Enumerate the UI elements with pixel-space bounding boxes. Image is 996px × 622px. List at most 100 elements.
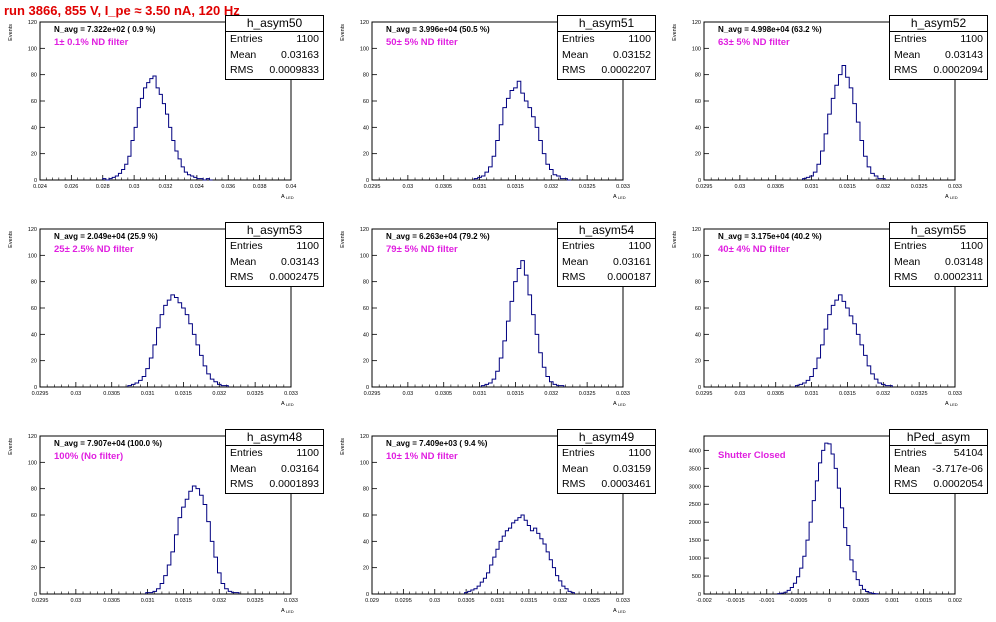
y-tick-label: 0 — [34, 178, 37, 184]
stats-box-title: h_asym48 — [226, 430, 323, 446]
stats-box-title: h_asym52 — [890, 16, 987, 32]
stats-box: h_asym51 Entries 1100 Mean 0.03152 RMS 0.00022… — [557, 15, 656, 80]
plot-h_asym49: 0.029 0.0295 0.03 0.0305 0.031 0.0315 0.032 0.0… — [340, 434, 630, 614]
x-tick-label: 0.0315 — [175, 391, 192, 397]
stats-row: Entries 1100 — [558, 446, 655, 462]
x-tick-label: 0.04 — [286, 184, 297, 190]
x-tick-label: 0.0325 — [911, 391, 928, 397]
y-tick-label: 1500 — [689, 538, 701, 544]
stats-value: 0.0009833 — [269, 64, 319, 76]
stats-box-title: h_asym54 — [558, 223, 655, 239]
y-tick-label: 2000 — [689, 520, 701, 526]
plot-hPed_asym: -0.002 -0.0015 -0.001 -0.0005 0 0.0005 0.001 0.… — [689, 435, 962, 604]
stats-value: 0.0002094 — [933, 64, 983, 76]
x-tick-label: 0.0295 — [32, 391, 49, 397]
y-tick-label: 20 — [695, 152, 701, 158]
x-tick-label: 0.0325 — [247, 391, 264, 397]
x-tick-label: 0.0305 — [103, 391, 120, 397]
stats-row: RMS 0.0002094 — [890, 63, 987, 79]
x-tick-label: 0.031 — [491, 598, 505, 604]
x-axis-label: A LED — [945, 401, 958, 407]
stats-row: RMS 0.000187 — [558, 270, 655, 286]
stats-row: RMS 0.0003461 — [558, 477, 655, 493]
x-tick-label: 0.001 — [885, 598, 899, 604]
stats-label: RMS — [230, 64, 254, 76]
x-tick-label: 0.033 — [284, 598, 298, 604]
stats-box: h_asym48 Entries 1100 Mean 0.03164 RMS 0.00018… — [225, 429, 324, 494]
stats-label: Mean — [562, 462, 589, 475]
stats-label: RMS — [562, 271, 586, 283]
stats-label: Mean — [562, 48, 589, 61]
stats-value: 0.03159 — [613, 462, 651, 475]
stats-box: h_asym55 Entries 1100 Mean 0.03148 RMS 0.00023… — [889, 222, 988, 287]
x-tick-label: 0 — [828, 598, 831, 604]
x-tick-label: 0.0305 — [458, 598, 475, 604]
plot-h_asym50: 0.024 0.026 0.028 0.03 0.032 0.034 0.036 0.038 0… — [8, 20, 297, 200]
stats-row: Entries 1100 — [890, 239, 987, 255]
y-tick-label: 60 — [695, 99, 701, 105]
y-tick-label: 40 — [363, 125, 369, 131]
y-tick-label: 80 — [695, 73, 701, 79]
y-tick-label: 0 — [366, 385, 369, 391]
y-tick-label: 20 — [31, 359, 37, 365]
stats-row: Mean 0.03143 — [890, 48, 987, 64]
stats-box-title: h_asym55 — [890, 223, 987, 239]
stats-value: 0.03152 — [613, 48, 651, 61]
y-tick-label: 80 — [695, 280, 701, 286]
y-tick-label: 0 — [698, 385, 701, 391]
y-tick-label: 60 — [31, 306, 37, 312]
x-tick-label: -0.0005 — [789, 598, 808, 604]
stats-value: 0.03148 — [945, 255, 983, 268]
x-tick-label: 0.032 — [553, 598, 567, 604]
histogram-line — [802, 64, 886, 180]
x-tick-label: 0.0295 — [32, 598, 49, 604]
stats-box: h_asym52 Entries 1100 Mean 0.03143 RMS 0.00020… — [889, 15, 988, 80]
y-tick-label: 20 — [695, 359, 701, 365]
y-tick-label: 40 — [363, 539, 369, 545]
stats-label: Mean — [894, 462, 921, 475]
stats-box-title: h_asym51 — [558, 16, 655, 32]
x-tick-label: 0.032 — [544, 391, 558, 397]
y-tick-label: 20 — [363, 359, 369, 365]
y-tick-label: 20 — [31, 152, 37, 158]
stats-label: Mean — [230, 48, 257, 61]
panel-hPed_asym: -0.002 -0.0015 -0.001 -0.0005 0 0.0005 0.001 0.… — [664, 414, 996, 621]
stats-label: Entries — [894, 447, 927, 459]
stats-box-title: h_asym53 — [226, 223, 323, 239]
y-tick-label: 100 — [28, 460, 37, 466]
stats-label: Entries — [230, 33, 263, 45]
x-tick-label: 0.03 — [734, 184, 745, 190]
y-axis-label: Events — [340, 24, 346, 41]
stats-value: 1100 — [296, 240, 319, 252]
y-tick-label: 20 — [31, 566, 37, 572]
filter-label: Shutter Closed — [718, 450, 786, 461]
y-tick-label: 20 — [363, 152, 369, 158]
y-tick-label: 120 — [360, 227, 369, 233]
x-tick-label: 0.0315 — [507, 391, 524, 397]
x-tick-label: 0.0325 — [247, 598, 264, 604]
stats-label: Mean — [562, 255, 589, 268]
plot-h_asym53: 0.0295 0.03 0.0305 0.031 0.0315 0.032 0.0325 0.… — [8, 227, 298, 407]
y-tick-label: 100 — [360, 253, 369, 259]
panel-h_asym53: 0.0295 0.03 0.0305 0.031 0.0315 0.032 0.0325 0.… — [0, 207, 332, 414]
y-tick-label: 40 — [695, 332, 701, 338]
stats-row: Entries 1100 — [558, 239, 655, 255]
y-tick-label: 40 — [31, 539, 37, 545]
x-tick-label: 0.033 — [948, 391, 962, 397]
n-avg-label: N_avg = 3.996e+04 (50.5 %) — [386, 25, 490, 34]
x-tick-label: 0.033 — [616, 184, 630, 190]
x-tick-label: 0.0325 — [579, 391, 596, 397]
y-tick-label: 1000 — [689, 556, 701, 562]
n-avg-label: N_avg = 7.322e+02 ( 0.9 %) — [54, 25, 156, 34]
stats-value: 1100 — [296, 33, 319, 45]
stats-box-title: h_asym50 — [226, 16, 323, 32]
stats-value: -3.717e-06 — [932, 462, 983, 475]
n-avg-label: N_avg = 7.409e+03 ( 9.4 %) — [386, 439, 488, 448]
x-tick-label: 0.031 — [473, 391, 487, 397]
y-tick-label: 3500 — [689, 466, 701, 472]
stats-label: Mean — [230, 255, 257, 268]
stats-box-title: h_asym49 — [558, 430, 655, 446]
x-tick-label: 0.029 — [365, 598, 379, 604]
y-axis-label: Events — [340, 438, 346, 455]
stats-label: Mean — [894, 48, 921, 61]
